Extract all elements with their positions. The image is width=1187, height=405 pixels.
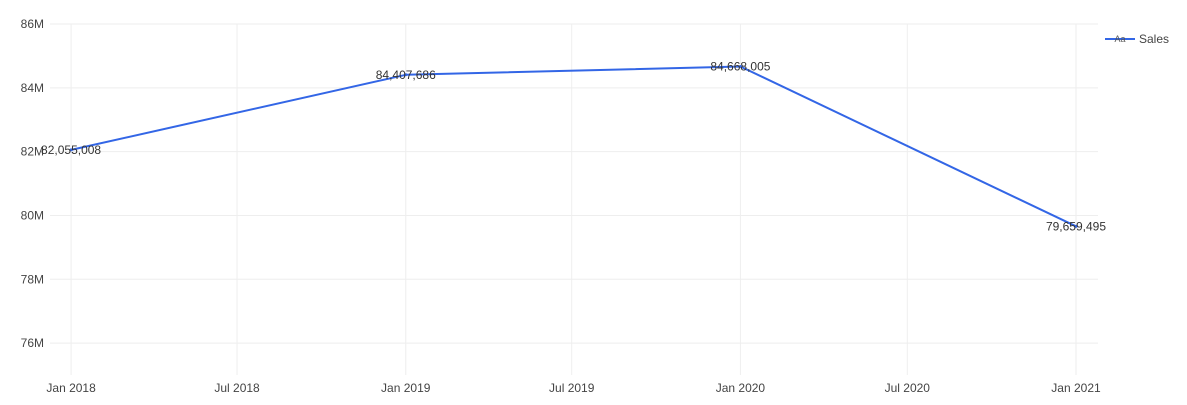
data-label-layer: 82,055,008 84,407,686 84,668,005 79,659,495 bbox=[41, 60, 1106, 234]
legend[interactable]: Aa Sales bbox=[1105, 32, 1169, 46]
x-tick-label: Jan 2019 bbox=[381, 381, 431, 395]
x-tick-label: Jan 2021 bbox=[1051, 381, 1101, 395]
series-layer bbox=[69, 65, 1078, 228]
data-point bbox=[69, 148, 73, 152]
data-point bbox=[404, 73, 408, 77]
data-label: 84,407,686 bbox=[376, 68, 436, 82]
data-label: 82,055,008 bbox=[41, 143, 101, 157]
y-tick-label: 76M bbox=[21, 336, 44, 350]
data-point bbox=[738, 65, 742, 69]
x-tick-label: Jul 2020 bbox=[885, 381, 931, 395]
y-tick-label: 82M bbox=[21, 145, 44, 159]
series-line-sales bbox=[70, 65, 1077, 228]
y-tick-label: 86M bbox=[21, 17, 44, 31]
data-label: 79,659,495 bbox=[1046, 219, 1106, 233]
data-label: 84,668,005 bbox=[710, 60, 770, 74]
legend-symbol-text: Aa bbox=[1114, 34, 1125, 44]
grid-layer bbox=[50, 23, 1098, 375]
x-tick-label: Jul 2018 bbox=[214, 381, 260, 395]
x-tick-label: Jan 2018 bbox=[46, 381, 96, 395]
x-tick-label: Jul 2019 bbox=[549, 381, 595, 395]
axis-layer: Jan 2018 Jul 2018 Jan 2019 Jul 2019 Jan 2020… bbox=[21, 17, 1101, 395]
x-tick-label: Jan 2020 bbox=[716, 381, 766, 395]
legend-item-sales[interactable]: Sales bbox=[1139, 32, 1169, 46]
y-tick-label: 80M bbox=[21, 208, 44, 222]
data-point bbox=[1074, 224, 1078, 228]
y-tick-label: 84M bbox=[21, 81, 44, 95]
y-tick-label: 78M bbox=[21, 272, 44, 286]
